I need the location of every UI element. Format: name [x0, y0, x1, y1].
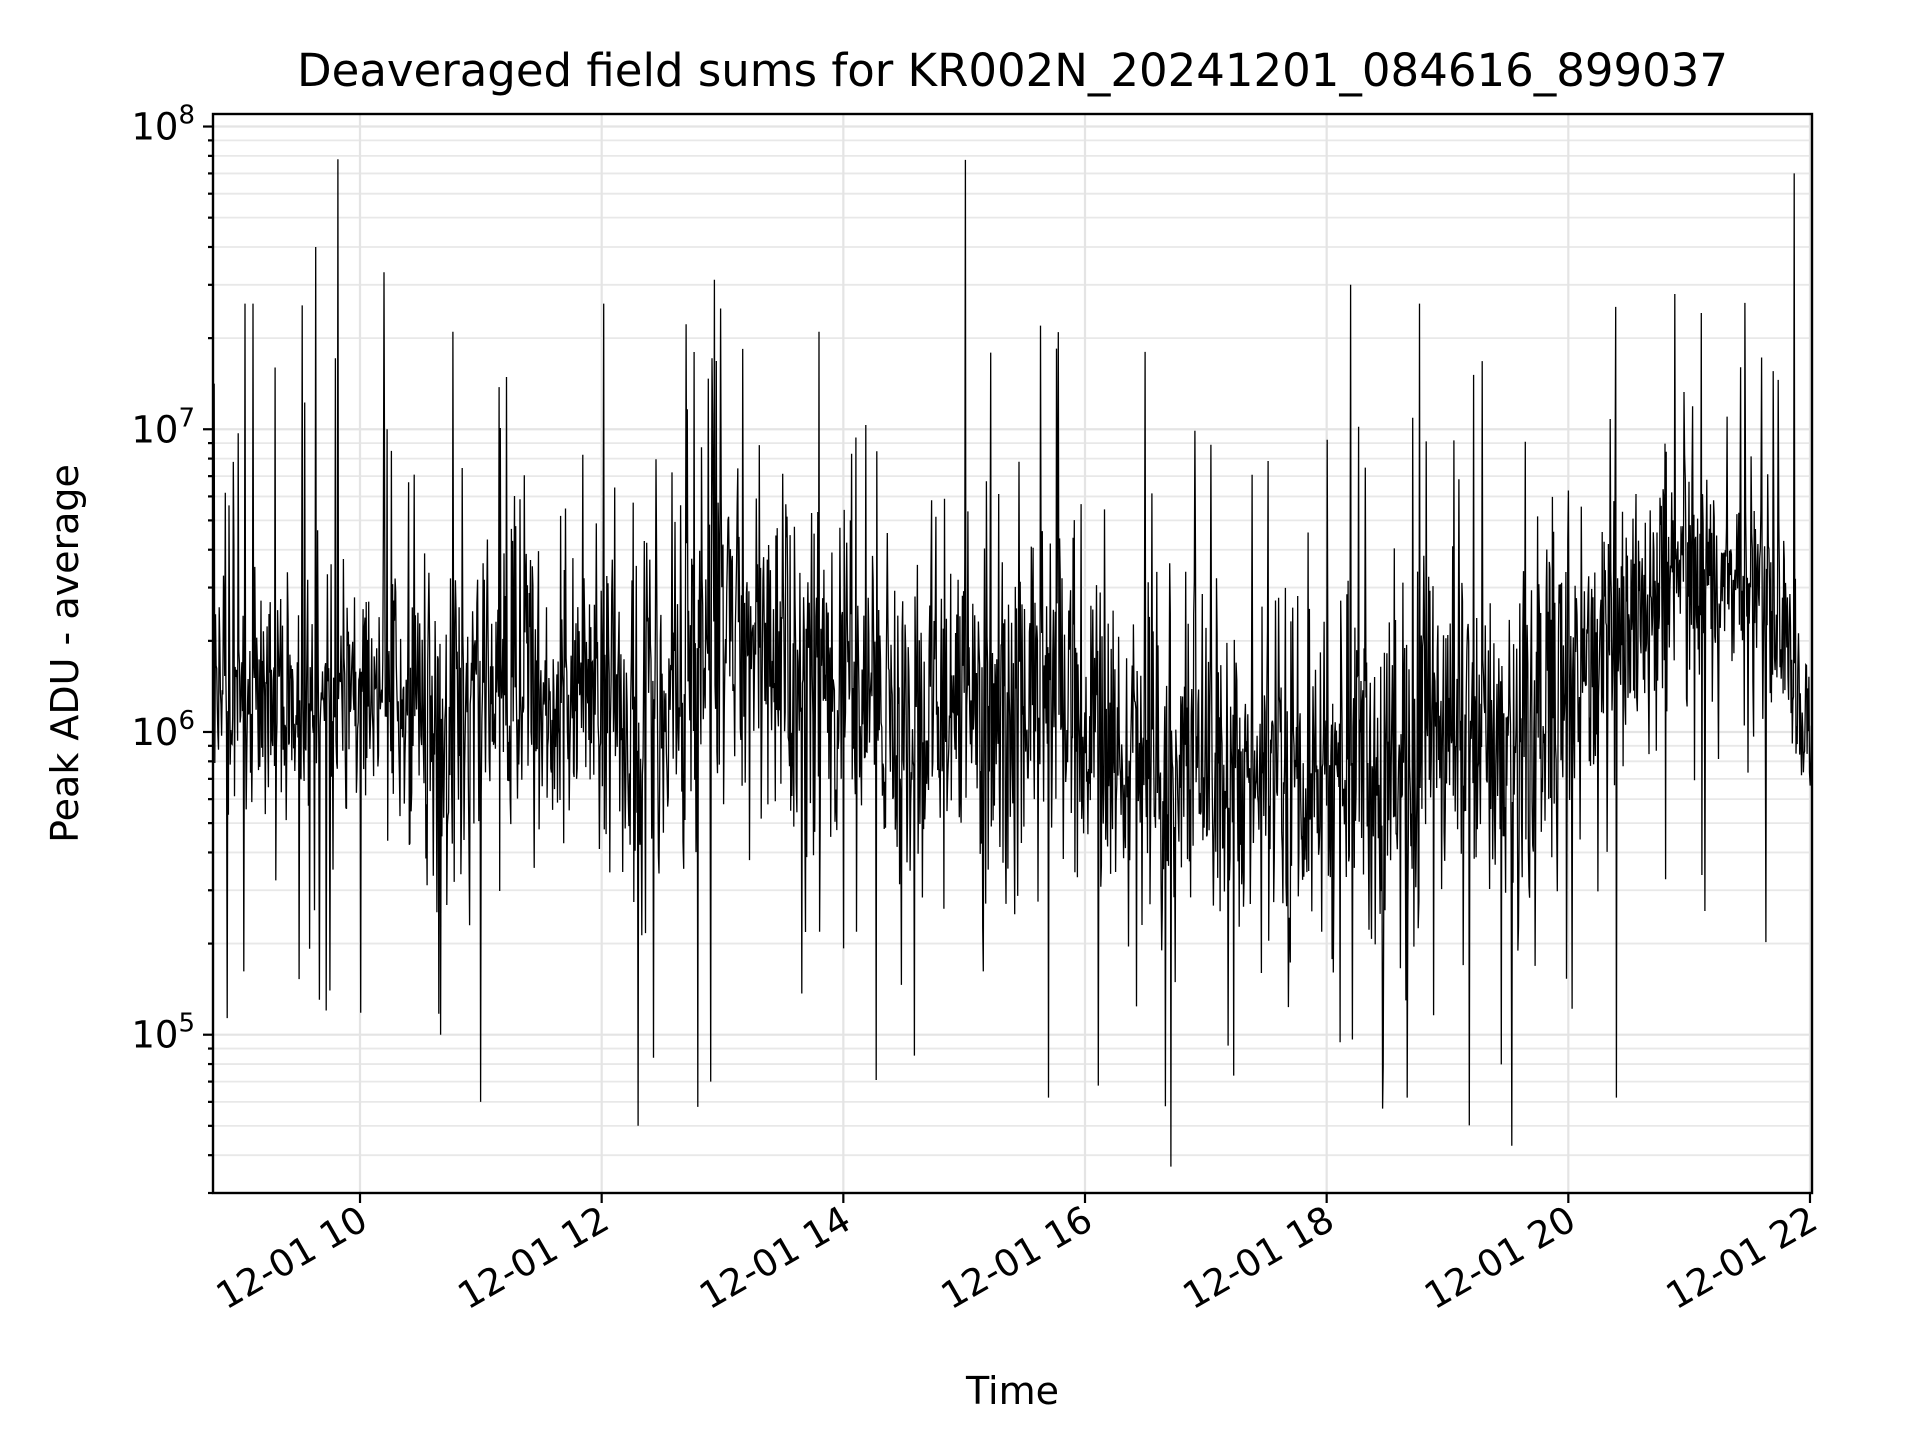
plot-frame: [211, 112, 1814, 1195]
y-axis-label: Peak ADU - average: [43, 464, 87, 843]
y-tick-label: 108: [131, 101, 195, 149]
grid: [213, 114, 1812, 1194]
y-tick-label: 106: [131, 706, 195, 754]
x-axis-label: Time: [965, 1369, 1059, 1413]
chart-title: Deaveraged field sums for KR002N_2024120…: [297, 44, 1728, 97]
series-line: [212, 159, 1813, 1167]
y-tick-label: 107: [131, 403, 195, 451]
y-tick-label: 105: [131, 1009, 195, 1057]
series-layer: [212, 159, 1813, 1167]
y-axis-ticks: 105 106 107 108: [131, 101, 213, 1195]
